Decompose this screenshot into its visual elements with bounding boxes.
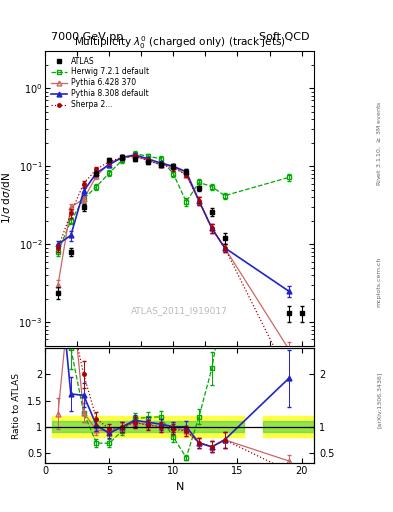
Text: Rivet 3.1.10, $\geq$ 3M events: Rivet 3.1.10, $\geq$ 3M events (375, 100, 383, 186)
Text: [arXiv:1306.3436]: [arXiv:1306.3436] (377, 371, 382, 428)
X-axis label: N: N (176, 482, 184, 492)
Y-axis label: Ratio to ATLAS: Ratio to ATLAS (13, 373, 22, 439)
Text: mcplots.cern.ch: mcplots.cern.ch (377, 257, 382, 307)
Y-axis label: 1/$\sigma$ d$\sigma$/dN: 1/$\sigma$ d$\sigma$/dN (0, 173, 13, 224)
Bar (51, 421, 244, 432)
Text: Soft QCD: Soft QCD (259, 32, 309, 42)
Bar (51, 416, 244, 437)
Text: ATLAS_2011_I919017: ATLAS_2011_I919017 (131, 306, 228, 315)
Bar (263, 416, 314, 437)
Text: 7000 GeV pp: 7000 GeV pp (51, 32, 123, 42)
Legend: ATLAS, Herwig 7.2.1 default, Pythia 6.428 370, Pythia 8.308 default, Sherpa 2...: ATLAS, Herwig 7.2.1 default, Pythia 6.42… (49, 55, 151, 111)
Title: Multiplicity $\lambda_0^0$ (charged only) (track jets): Multiplicity $\lambda_0^0$ (charged only… (74, 34, 286, 51)
Bar (263, 421, 314, 432)
